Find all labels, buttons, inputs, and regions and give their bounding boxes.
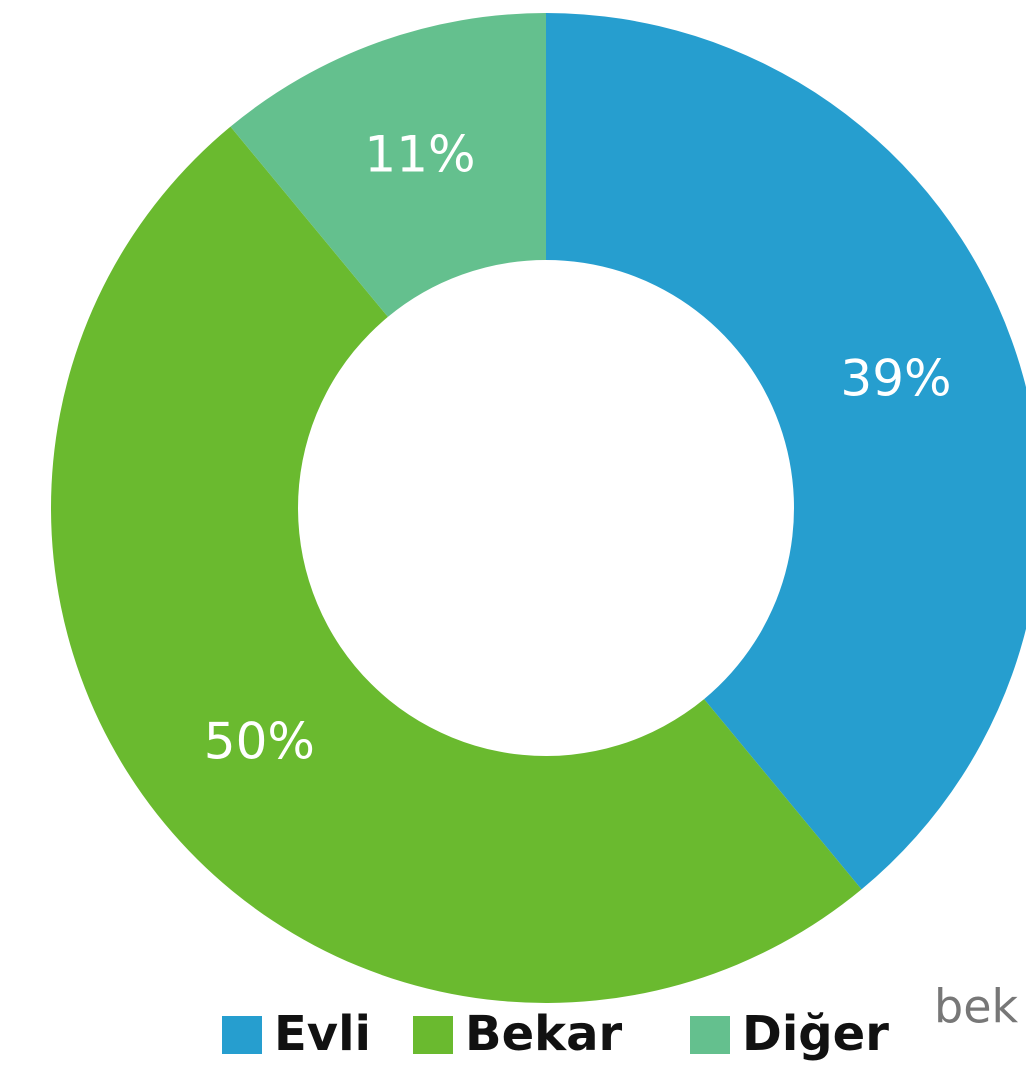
data-label: 50% — [204, 713, 315, 771]
legend-label: Evli — [274, 1006, 371, 1062]
legend-label: Diğer — [742, 1006, 889, 1062]
donut-segment — [546, 13, 1026, 890]
legend-swatch — [690, 1016, 730, 1054]
data-label: 39% — [840, 349, 951, 407]
donut-segment — [230, 13, 546, 317]
donut-segment — [51, 126, 862, 1003]
legend-label: Bekar — [465, 1006, 622, 1062]
legend-swatch — [413, 1016, 453, 1054]
data-label: 11% — [364, 125, 475, 183]
cut-text: bek — [934, 980, 1019, 1034]
legend-swatch — [222, 1016, 262, 1054]
